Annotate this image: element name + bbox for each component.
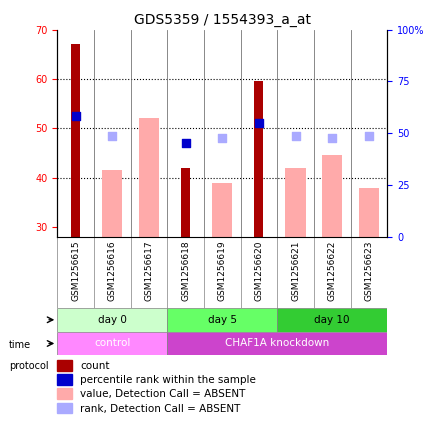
Bar <box>359 187 379 237</box>
FancyBboxPatch shape <box>167 308 277 332</box>
Text: GSM1256617: GSM1256617 <box>144 240 154 301</box>
FancyBboxPatch shape <box>57 332 167 355</box>
Bar <box>139 118 159 237</box>
Text: protocol: protocol <box>9 361 48 371</box>
Point <box>109 132 116 139</box>
Bar <box>57 360 72 371</box>
FancyBboxPatch shape <box>57 308 167 332</box>
Bar <box>181 168 190 237</box>
Point <box>292 132 299 139</box>
Point <box>219 135 226 142</box>
Text: day 10: day 10 <box>315 315 350 325</box>
Bar <box>57 388 72 399</box>
Text: percentile rank within the sample: percentile rank within the sample <box>81 375 256 385</box>
Bar <box>322 155 342 237</box>
Text: control: control <box>94 338 130 349</box>
Title: GDS5359 / 1554393_a_at: GDS5359 / 1554393_a_at <box>134 13 311 27</box>
Bar <box>286 168 306 237</box>
Bar <box>254 81 264 237</box>
Text: GSM1256620: GSM1256620 <box>254 240 264 301</box>
Text: time: time <box>9 340 31 350</box>
Text: GSM1256616: GSM1256616 <box>108 240 117 301</box>
Text: count: count <box>81 361 110 371</box>
Bar <box>57 403 72 413</box>
Text: day 5: day 5 <box>208 315 237 325</box>
Point <box>182 140 189 146</box>
Text: GSM1256618: GSM1256618 <box>181 240 190 301</box>
Text: GSM1256622: GSM1256622 <box>328 240 337 301</box>
Bar <box>71 44 80 237</box>
FancyBboxPatch shape <box>277 308 387 332</box>
Text: day 0: day 0 <box>98 315 127 325</box>
Bar <box>102 170 122 237</box>
Text: CHAF1A knockdown: CHAF1A knockdown <box>225 338 329 349</box>
Text: GSM1256621: GSM1256621 <box>291 240 300 301</box>
FancyBboxPatch shape <box>167 332 387 355</box>
Text: GSM1256615: GSM1256615 <box>71 240 80 301</box>
Bar <box>57 374 72 385</box>
Text: GSM1256623: GSM1256623 <box>364 240 374 301</box>
Text: value, Detection Call = ABSENT: value, Detection Call = ABSENT <box>81 390 246 399</box>
Text: rank, Detection Call = ABSENT: rank, Detection Call = ABSENT <box>81 404 241 414</box>
Point <box>365 132 372 139</box>
Bar <box>212 183 232 237</box>
Point <box>72 113 79 119</box>
Point <box>255 120 262 127</box>
Point <box>329 135 336 142</box>
Text: GSM1256619: GSM1256619 <box>218 240 227 301</box>
